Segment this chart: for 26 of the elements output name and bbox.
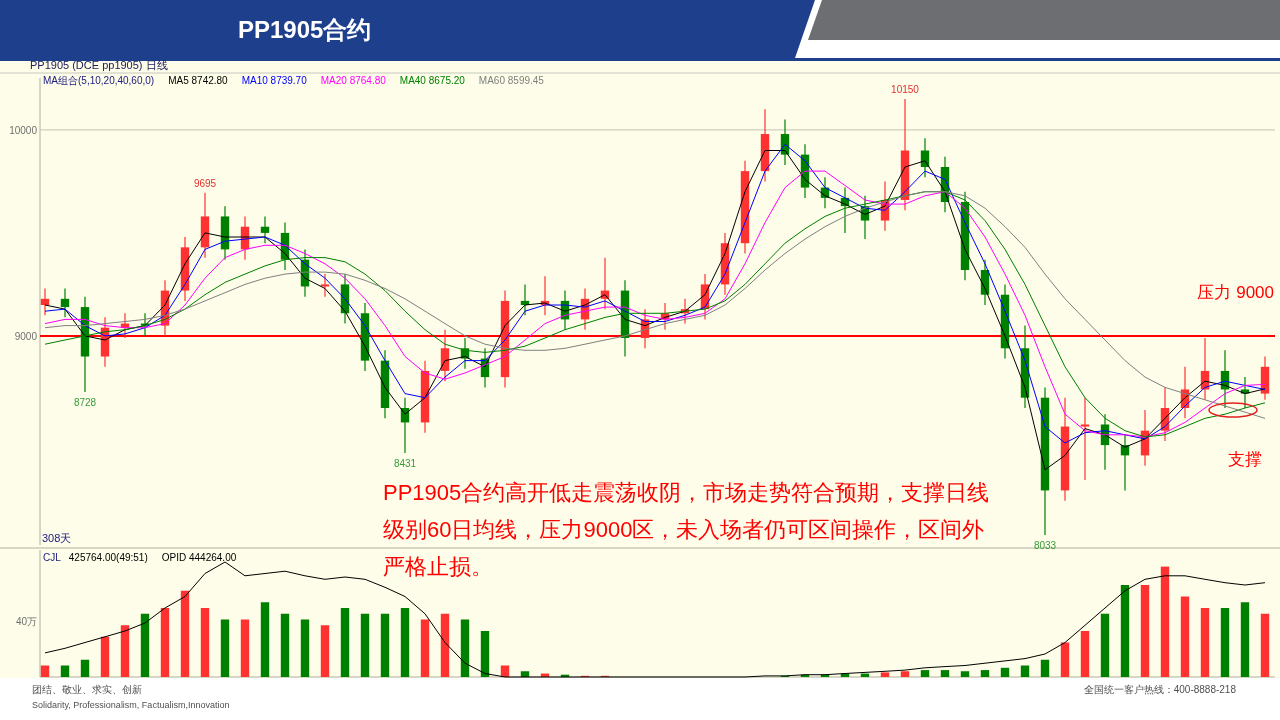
text: MA40 8675.20 xyxy=(399,75,466,86)
annotation: PP1905合约高开低走震荡收阴，市场走势符合预期，支撑日线级别60日均线，压力9000区，未入场者仍可区间操作，区间外严格止损。 xyxy=(383,479,991,581)
annotation: 9695 xyxy=(193,177,217,189)
annotation: 8728 xyxy=(73,396,97,408)
annotation: 8033 xyxy=(1033,540,1057,552)
text: PP1905 (DCE pp1905) 日线 xyxy=(30,59,168,71)
annotation: 8431 xyxy=(393,458,417,470)
annotation: MA组合(5,10,20,40,60,0) xyxy=(43,75,155,86)
chart-title: PP1905合约 xyxy=(238,16,372,43)
text: 40万 xyxy=(15,616,37,627)
annotation: CJL xyxy=(43,552,62,563)
annotation: 支撑 xyxy=(1228,450,1262,469)
series-label: OPID 444264.00 xyxy=(161,552,237,563)
annotation: 308天 xyxy=(42,532,72,544)
text: Solidarity, Professionalism, Factualism,Innovation xyxy=(32,700,230,710)
annotation: 425764.00(49:51) xyxy=(68,552,148,563)
y-tick-label: 10000 xyxy=(9,124,38,136)
ref-line-label: 压力 9000 xyxy=(1197,282,1274,302)
text: MA10 8739.70 xyxy=(241,75,308,86)
annotation: 10150 xyxy=(891,84,920,96)
y-tick-label: 9000 xyxy=(14,330,38,342)
text: 团结、敬业、求实、创新 xyxy=(32,684,142,695)
text: MA60 8599.45 xyxy=(478,75,545,86)
text: 全国统一客户热线：400-8888-218 xyxy=(1083,684,1237,695)
text: MA20 8764.80 xyxy=(320,75,387,86)
text: MA5 8742.80 xyxy=(168,75,229,86)
